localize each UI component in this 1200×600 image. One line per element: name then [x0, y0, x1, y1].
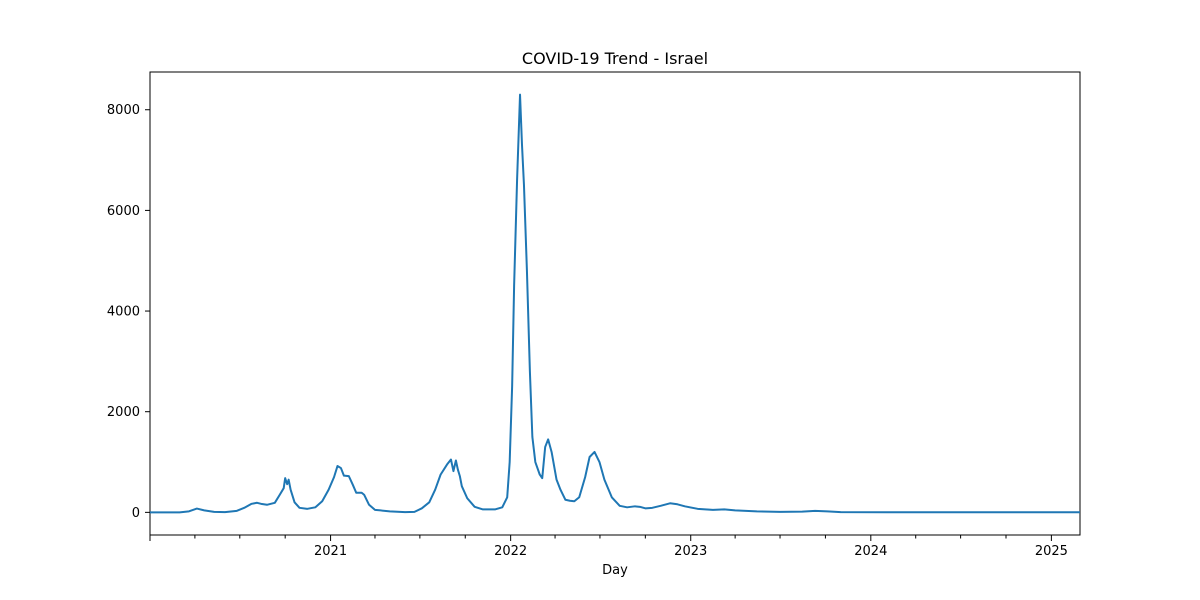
- y-tick-label: 2000: [107, 405, 140, 420]
- y-tick-label: 6000: [107, 204, 140, 219]
- x-tick-label: 2025: [1035, 544, 1068, 559]
- y-tick-label: 4000: [107, 305, 140, 320]
- y-tick-label: 0: [132, 506, 140, 521]
- x-axis-label: Day: [602, 563, 628, 578]
- chart-title: COVID-19 Trend - Israel: [522, 49, 708, 68]
- series-layer: [150, 93, 1080, 514]
- x-tick-label: 2021: [314, 544, 347, 559]
- series-line: [150, 93, 1080, 514]
- x-axis: 2021 2022 2023 2024 2025: [149, 535, 1068, 559]
- x-tick-label: 2022: [494, 544, 527, 559]
- x-tick-label: 2023: [674, 544, 707, 559]
- plot-area: [149, 71, 1081, 536]
- y-tick-label: 8000: [107, 103, 140, 118]
- x-tick-label: 2024: [854, 544, 887, 559]
- y-axis: 0 2000 4000 6000 8000: [107, 103, 150, 521]
